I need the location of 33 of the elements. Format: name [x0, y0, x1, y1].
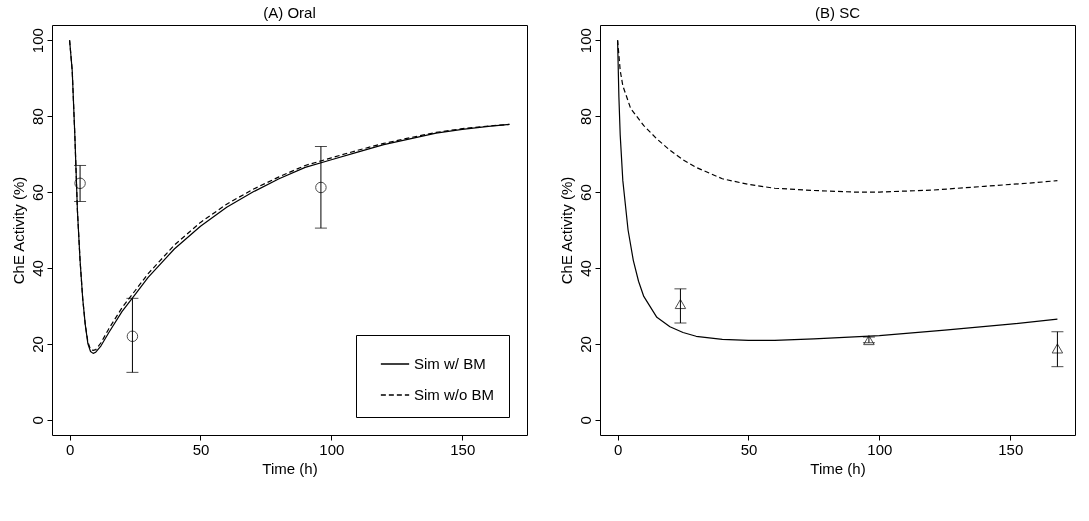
- y-tick-label: 100: [576, 28, 594, 54]
- x-tick-label: 0: [613, 440, 623, 458]
- chart-title: (B) SC: [815, 4, 861, 21]
- y-tick-label: 20: [576, 336, 594, 353]
- y-axis-title: ChE Activity (%): [557, 176, 575, 285]
- x-tick-label: 100: [867, 440, 893, 458]
- x-tick-label: 0: [65, 440, 75, 458]
- legend-label: Sim w/o BM: [414, 386, 495, 403]
- point: [74, 177, 86, 190]
- x-axis-title: Time (h): [262, 459, 318, 477]
- x-axis-title: Time (h): [810, 459, 866, 477]
- x-tick-label: 50: [192, 440, 210, 458]
- point: [126, 330, 139, 343]
- y-tick-label: 80: [28, 108, 46, 125]
- point: [1051, 343, 1064, 354]
- x-tick-label: 150: [998, 440, 1024, 458]
- x-tick-label: 100: [319, 440, 345, 458]
- y-tick-label: 40: [576, 260, 594, 277]
- y-tick-label: 60: [576, 184, 594, 201]
- y-tick-label: 60: [28, 184, 46, 201]
- y-tick-label: 0: [28, 416, 46, 425]
- y-tick-label: 40: [28, 260, 46, 277]
- y-axis-title: ChE Activity (%): [9, 176, 27, 285]
- point: [315, 181, 327, 194]
- x-tick-label: 50: [740, 440, 758, 458]
- point: [674, 298, 687, 310]
- legend-label: Sim w/ BM: [414, 355, 486, 372]
- chart-title: (A) Oral: [263, 4, 316, 21]
- y-tick-label: 0: [576, 416, 594, 425]
- x-tick-label: 150: [450, 440, 476, 458]
- y-tick-label: 80: [576, 108, 594, 125]
- y-tick-label: 20: [28, 336, 46, 353]
- y-tick-label: 100: [28, 28, 46, 54]
